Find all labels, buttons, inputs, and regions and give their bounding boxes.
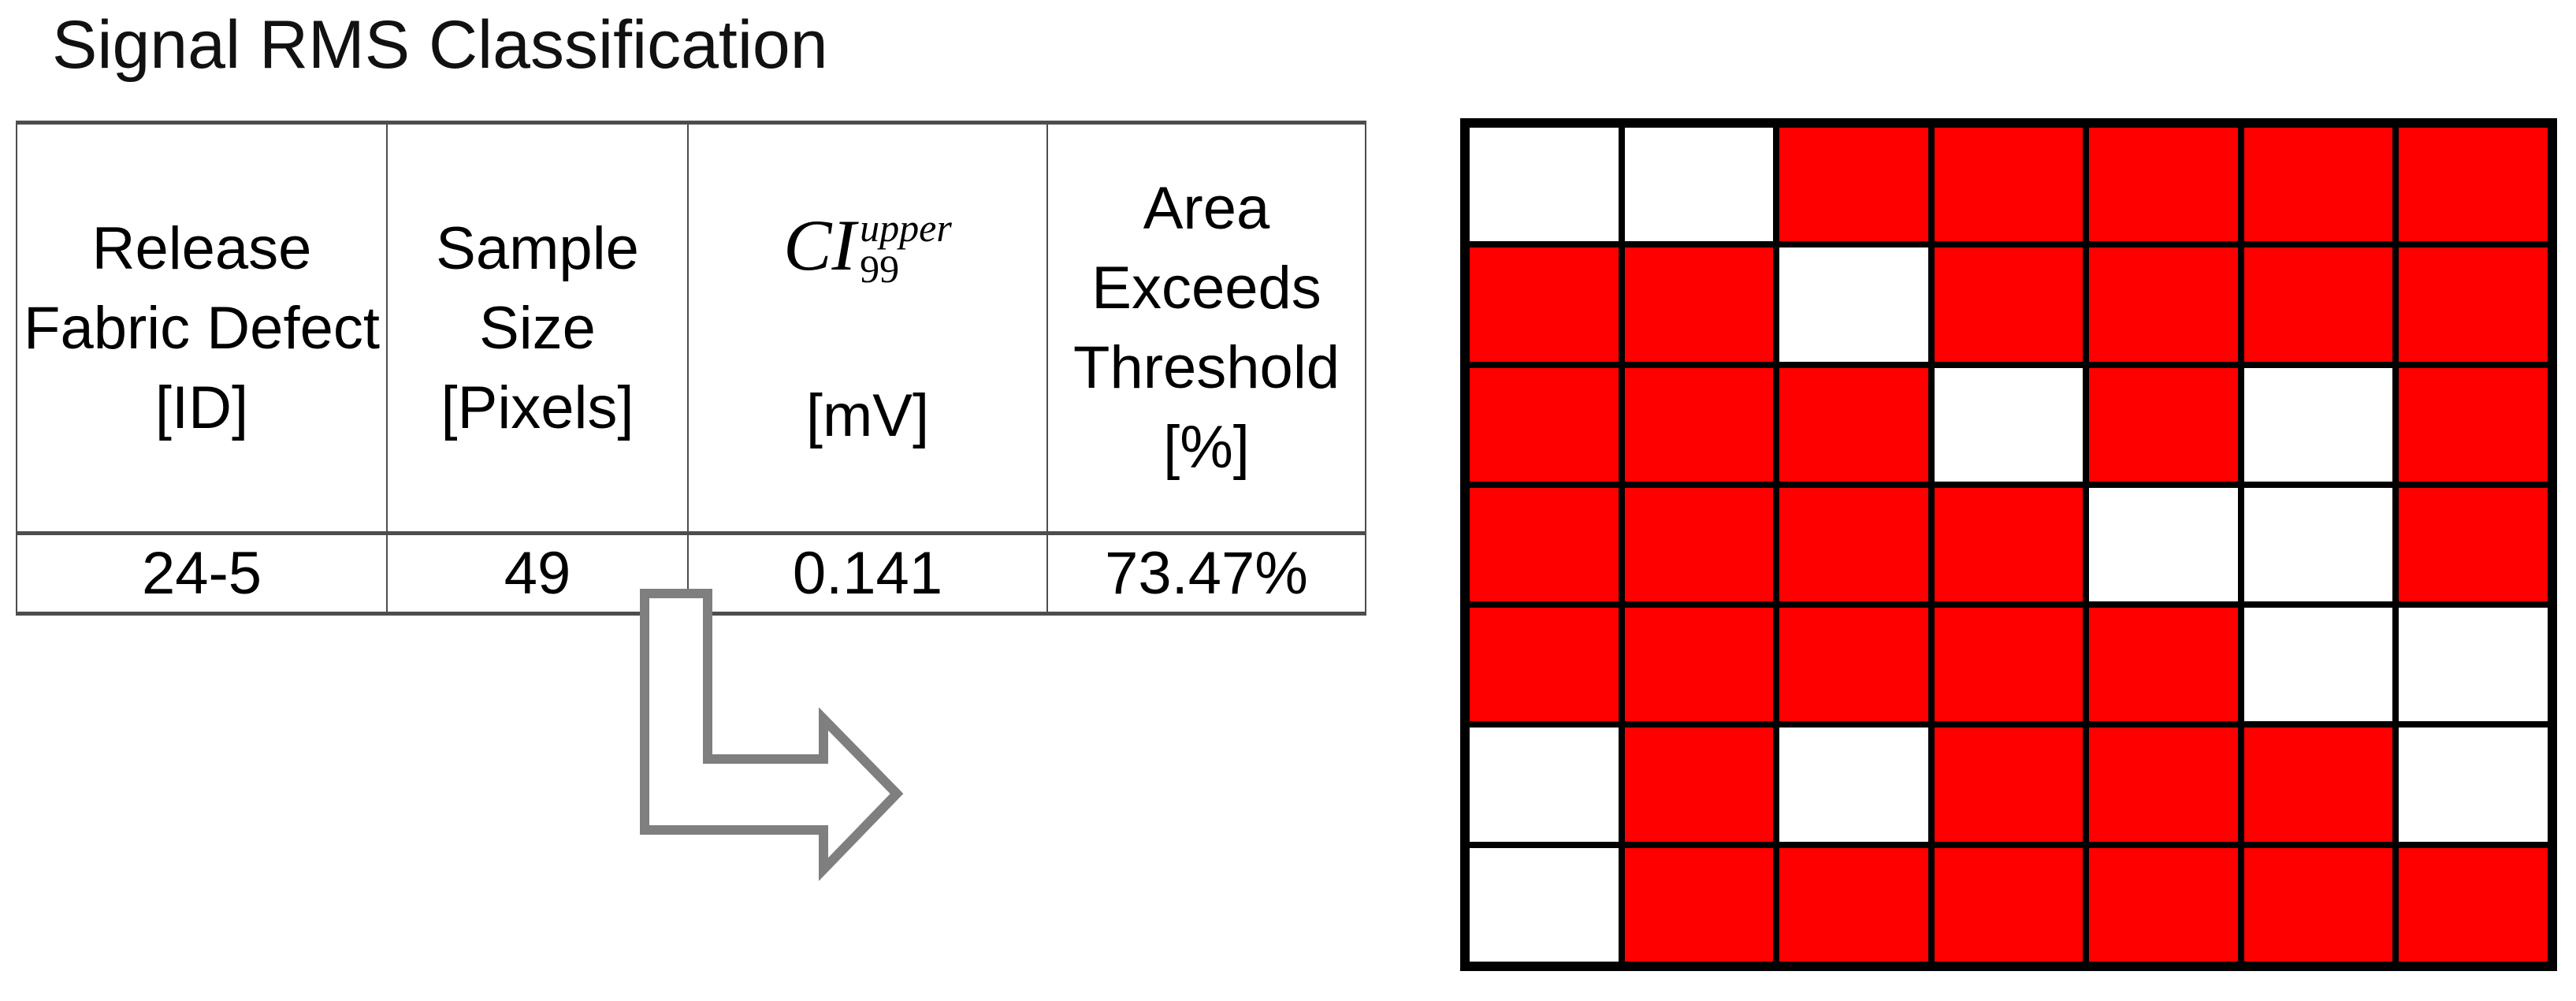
grid-cell-defect — [1934, 487, 2083, 602]
grid-cell-clear — [2399, 608, 2548, 722]
grid-cell-defect — [2089, 128, 2238, 242]
grid-cell-defect — [2399, 487, 2548, 602]
grid-cell-defect — [2243, 727, 2393, 842]
grid-cell-defect — [1934, 128, 2083, 242]
grid-cell-defect — [2399, 247, 2548, 362]
cell-sample-size: 49 — [386, 532, 689, 615]
grid-cell-defect — [1470, 608, 1619, 722]
grid-cell-clear — [1779, 247, 1928, 362]
grid-cell-clear — [1470, 727, 1619, 842]
grid-cell-defect — [1624, 847, 1774, 962]
ci-scripts: upper 99 — [860, 207, 952, 289]
grid-cell-defect — [2089, 247, 2238, 362]
grid-cell-clear — [2399, 727, 2548, 842]
grid-cell-defect — [2243, 128, 2393, 242]
defect-grid — [1460, 118, 2557, 971]
grid-cell-clear — [1779, 727, 1928, 842]
grid-cell-clear — [2243, 608, 2393, 722]
page-title: Signal RMS Classification — [52, 7, 828, 83]
cell-ci-upper: 0.141 — [687, 532, 1048, 615]
ci-superscript: upper — [860, 206, 952, 251]
header-area-exceeds-threshold: Area Exceeds Threshold [%] — [1046, 121, 1366, 536]
grid-cell-clear — [1470, 128, 1619, 242]
grid-cell-defect — [1624, 247, 1774, 362]
grid-cell-defect — [1624, 608, 1774, 722]
grid-cell-defect — [2399, 128, 2548, 242]
grid-cell-defect — [2243, 847, 2393, 962]
ci-formula: CI upper 99 — [689, 204, 1046, 289]
header-ci-upper: CI upper 99 [mV] — [687, 121, 1048, 536]
ci-unit: [mV] — [805, 382, 930, 450]
table-header-row: Release Fabric Defect [ID] Sample Size [… — [16, 121, 1366, 536]
grid-cell-defect — [2089, 727, 2238, 842]
grid-cell-defect — [1624, 487, 1774, 602]
grid-cell-clear — [2243, 367, 2393, 482]
bent-arrow-shape — [640, 589, 904, 881]
grid-cell-clear — [2243, 487, 2393, 602]
grid-cell-clear — [2089, 487, 2238, 602]
grid-cell-defect — [1470, 487, 1619, 602]
table-data-row: 24-5 49 0.141 73.47% — [16, 532, 1366, 615]
grid-cell-defect — [1934, 847, 2083, 962]
grid-cell-defect — [2399, 367, 2548, 482]
grid-cell-defect — [1470, 367, 1619, 482]
grid-cell-defect — [1779, 367, 1928, 482]
grid-cell-defect — [1934, 247, 2083, 362]
grid-cell-defect — [1934, 727, 2083, 842]
grid-cell-defect — [1779, 608, 1928, 722]
grid-cell-defect — [2399, 847, 2548, 962]
ci-subscript: 99 — [860, 247, 900, 292]
grid-cell-defect — [1624, 727, 1774, 842]
grid-cell-clear — [1934, 367, 2083, 482]
grid-cell-clear — [1624, 128, 1774, 242]
grid-cell-defect — [1779, 487, 1928, 602]
grid-cell-defect — [1779, 128, 1928, 242]
bent-arrow-icon — [640, 589, 904, 881]
grid-cell-defect — [1779, 847, 1928, 962]
header-sample-size: Sample Size [Pixels] — [386, 121, 689, 536]
classification-table: Release Fabric Defect [ID] Sample Size [… — [16, 121, 1366, 616]
grid-cell-defect — [2089, 847, 2238, 962]
grid-cell-defect — [2089, 367, 2238, 482]
grid-cell-defect — [1934, 608, 2083, 722]
grid-cell-defect — [2089, 608, 2238, 722]
ci-symbol: CI — [783, 205, 857, 286]
cell-area-exceeds: 73.47% — [1046, 532, 1366, 615]
grid-cell-defect — [1624, 367, 1774, 482]
grid-cell-defect — [2243, 247, 2393, 362]
cell-defect-id: 24-5 — [16, 532, 388, 615]
header-release-fabric-defect: Release Fabric Defect [ID] — [16, 121, 388, 536]
grid-cell-defect — [1470, 247, 1619, 362]
grid-cell-clear — [1470, 847, 1619, 962]
